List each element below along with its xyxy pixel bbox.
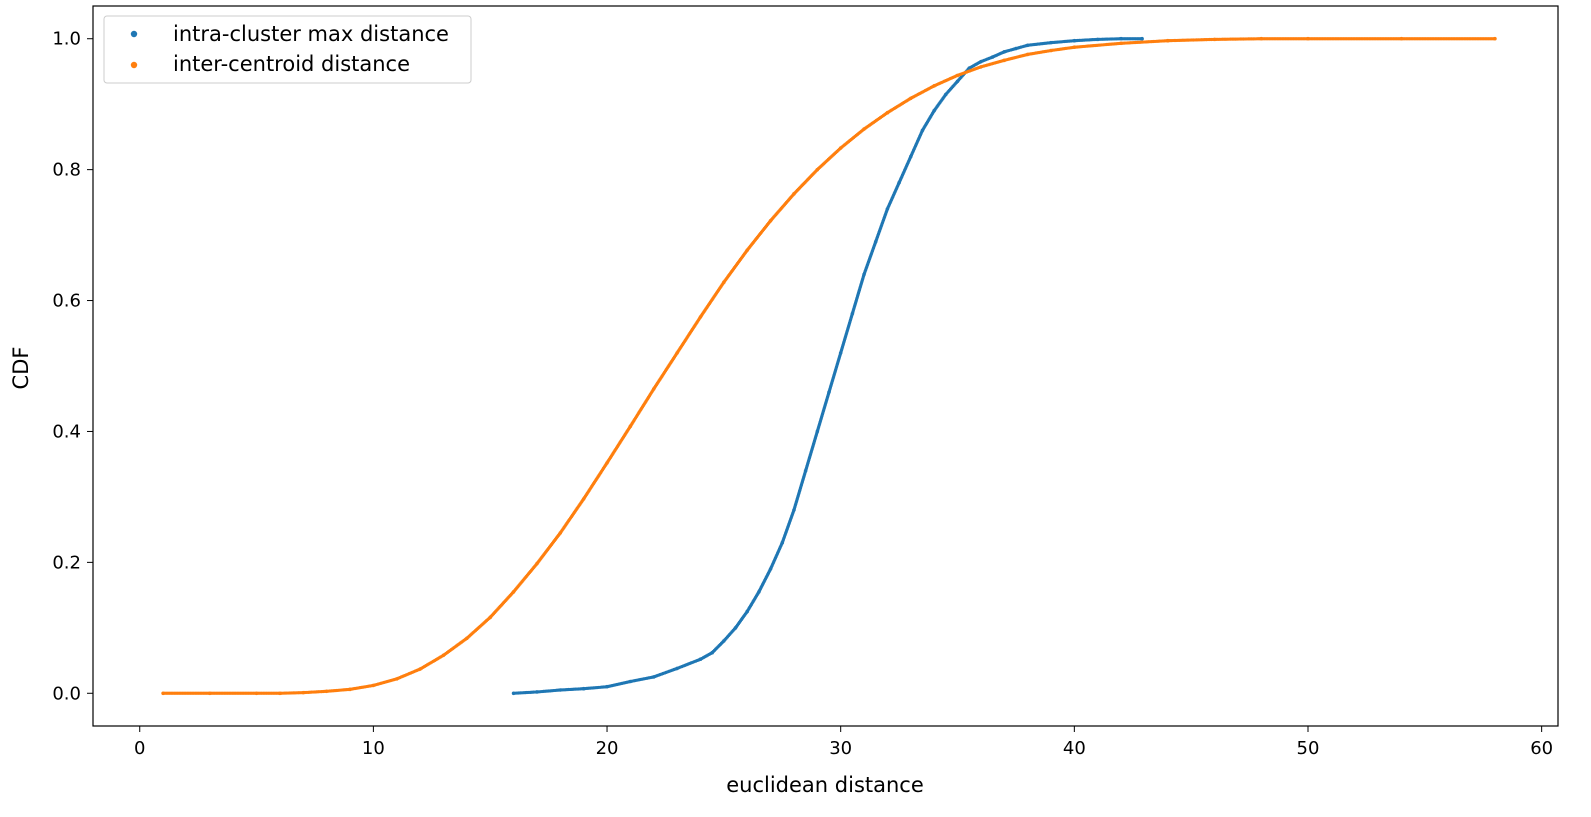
- x-tick-label: 40: [1063, 738, 1086, 759]
- x-axis-label: euclidean distance: [726, 773, 924, 797]
- y-axis-label: CDF: [9, 347, 33, 390]
- x-tick-label: 30: [829, 738, 852, 759]
- data-point: [1493, 36, 1497, 41]
- y-axis-ticks: 0.0 0.2 0.4 0.6 0.8 1.0: [52, 29, 93, 704]
- legend-marker-inter: [130, 61, 138, 69]
- x-tick-label: 0: [134, 738, 145, 759]
- x-tick-label: 60: [1530, 738, 1553, 759]
- y-tick-label: 0.8: [52, 160, 81, 181]
- y-tick-label: 0.4: [52, 421, 81, 442]
- legend-label-inter: inter-centroid distance: [173, 52, 410, 76]
- series-intra-cluster: [511, 36, 1144, 696]
- x-axis-ticks: 0 10 20 30 40 50 60: [134, 726, 1553, 759]
- y-tick-label: 0.2: [52, 552, 81, 573]
- legend-marker-intra: [130, 30, 138, 38]
- legend-frame: [103, 15, 472, 84]
- legend: intra-cluster max distance inter-centroi…: [103, 15, 472, 84]
- x-tick-label: 10: [362, 738, 385, 759]
- data-point: [1140, 36, 1144, 41]
- y-tick-label: 1.0: [52, 29, 81, 50]
- y-tick-label: 0.6: [52, 291, 81, 312]
- x-tick-label: 50: [1297, 738, 1320, 759]
- y-tick-label: 0.0: [52, 683, 81, 704]
- series-layer: [161, 36, 1497, 696]
- series-inter-centroid: [161, 36, 1497, 696]
- legend-label-intra: intra-cluster max distance: [173, 22, 449, 46]
- plot-area: [92, 5, 1559, 727]
- x-tick-label: 20: [596, 738, 619, 759]
